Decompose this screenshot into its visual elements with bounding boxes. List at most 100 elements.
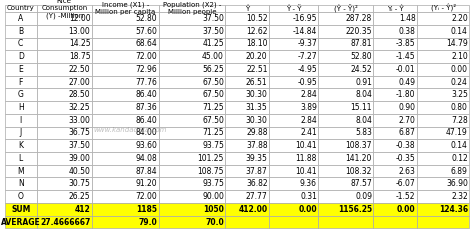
Bar bbox=[226, 5, 269, 12]
Text: 287.28: 287.28 bbox=[346, 14, 372, 23]
Bar bbox=[92, 216, 159, 228]
Bar bbox=[269, 178, 318, 190]
Bar bbox=[374, 25, 417, 38]
Bar bbox=[226, 178, 269, 190]
Bar bbox=[36, 165, 92, 178]
Bar bbox=[269, 76, 318, 88]
Bar bbox=[159, 178, 226, 190]
Text: G: G bbox=[18, 90, 24, 99]
Bar bbox=[269, 63, 318, 76]
Bar bbox=[269, 152, 318, 165]
Bar bbox=[5, 76, 36, 88]
Bar bbox=[36, 152, 92, 165]
Bar bbox=[417, 127, 469, 139]
Bar bbox=[318, 25, 374, 38]
Text: 70.0: 70.0 bbox=[205, 218, 224, 226]
Text: 6.87: 6.87 bbox=[399, 128, 416, 137]
Text: M: M bbox=[18, 167, 24, 176]
Text: 5.83: 5.83 bbox=[355, 128, 372, 137]
Text: 30.75: 30.75 bbox=[69, 179, 91, 188]
Text: N: N bbox=[18, 179, 24, 188]
Text: SUM: SUM bbox=[11, 205, 30, 214]
Bar bbox=[226, 190, 269, 203]
Bar bbox=[36, 114, 92, 127]
Text: 13.00: 13.00 bbox=[69, 27, 91, 36]
Bar bbox=[92, 25, 159, 38]
Text: 36.75: 36.75 bbox=[69, 128, 91, 137]
Text: 0.14: 0.14 bbox=[451, 141, 468, 150]
Bar bbox=[159, 12, 226, 25]
Text: 86.40: 86.40 bbox=[136, 116, 157, 125]
Bar bbox=[374, 178, 417, 190]
Bar bbox=[318, 101, 374, 114]
Bar bbox=[92, 101, 159, 114]
Text: 108.37: 108.37 bbox=[346, 141, 372, 150]
Text: 39.35: 39.35 bbox=[246, 154, 267, 163]
Text: 0.49: 0.49 bbox=[399, 78, 416, 86]
Text: 7.28: 7.28 bbox=[451, 116, 468, 125]
Bar bbox=[318, 12, 374, 25]
Text: 15.11: 15.11 bbox=[351, 103, 372, 112]
Text: L: L bbox=[18, 154, 23, 163]
Text: (Yᵢ - Ŷ)²: (Yᵢ - Ŷ)² bbox=[430, 4, 456, 12]
Text: www.kandadata.com: www.kandadata.com bbox=[93, 127, 167, 133]
Bar bbox=[417, 38, 469, 50]
Bar bbox=[92, 152, 159, 165]
Text: 2.84: 2.84 bbox=[300, 116, 317, 125]
Text: 18.75: 18.75 bbox=[69, 52, 91, 61]
Text: 0.00: 0.00 bbox=[298, 205, 317, 214]
Bar bbox=[374, 139, 417, 152]
Bar bbox=[226, 50, 269, 63]
Bar bbox=[159, 114, 226, 127]
Text: 10.52: 10.52 bbox=[246, 14, 267, 23]
Bar bbox=[5, 5, 36, 12]
Text: -1.80: -1.80 bbox=[396, 90, 416, 99]
Text: 1050: 1050 bbox=[203, 205, 224, 214]
Bar bbox=[92, 190, 159, 203]
Text: Ŷ: Ŷ bbox=[245, 5, 249, 12]
Text: 68.64: 68.64 bbox=[136, 39, 157, 48]
Bar bbox=[374, 216, 417, 228]
Text: 0.90: 0.90 bbox=[399, 103, 416, 112]
Text: 56.25: 56.25 bbox=[202, 65, 224, 74]
Bar bbox=[269, 88, 318, 101]
Bar bbox=[226, 152, 269, 165]
Text: C: C bbox=[18, 39, 23, 48]
Text: -9.37: -9.37 bbox=[297, 39, 317, 48]
Bar bbox=[5, 12, 36, 25]
Text: 67.50: 67.50 bbox=[202, 90, 224, 99]
Text: 27.77: 27.77 bbox=[246, 192, 267, 201]
Bar bbox=[159, 76, 226, 88]
Text: 22.51: 22.51 bbox=[246, 65, 267, 74]
Text: 36.82: 36.82 bbox=[246, 179, 267, 188]
Bar bbox=[374, 101, 417, 114]
Text: 37.87: 37.87 bbox=[246, 167, 267, 176]
Text: -3.85: -3.85 bbox=[396, 39, 416, 48]
Text: 0.00: 0.00 bbox=[397, 205, 416, 214]
Bar bbox=[36, 203, 92, 216]
Bar bbox=[269, 216, 318, 228]
Text: 2.32: 2.32 bbox=[451, 192, 468, 201]
Bar bbox=[159, 139, 226, 152]
Bar bbox=[269, 101, 318, 114]
Text: 108.32: 108.32 bbox=[346, 167, 372, 176]
Bar bbox=[5, 216, 36, 228]
Bar bbox=[36, 50, 92, 63]
Text: D: D bbox=[18, 52, 24, 61]
Bar bbox=[417, 5, 469, 12]
Bar bbox=[36, 88, 92, 101]
Text: 27.4666667: 27.4666667 bbox=[40, 218, 91, 226]
Bar bbox=[36, 38, 92, 50]
Bar bbox=[92, 38, 159, 50]
Bar bbox=[159, 165, 226, 178]
Text: 10.41: 10.41 bbox=[295, 167, 317, 176]
Text: 84.00: 84.00 bbox=[136, 128, 157, 137]
Bar bbox=[318, 203, 374, 216]
Text: 108.75: 108.75 bbox=[198, 167, 224, 176]
Bar bbox=[269, 139, 318, 152]
Text: E: E bbox=[18, 65, 23, 74]
Bar bbox=[92, 127, 159, 139]
Bar bbox=[92, 63, 159, 76]
Bar bbox=[318, 152, 374, 165]
Bar bbox=[374, 5, 417, 12]
